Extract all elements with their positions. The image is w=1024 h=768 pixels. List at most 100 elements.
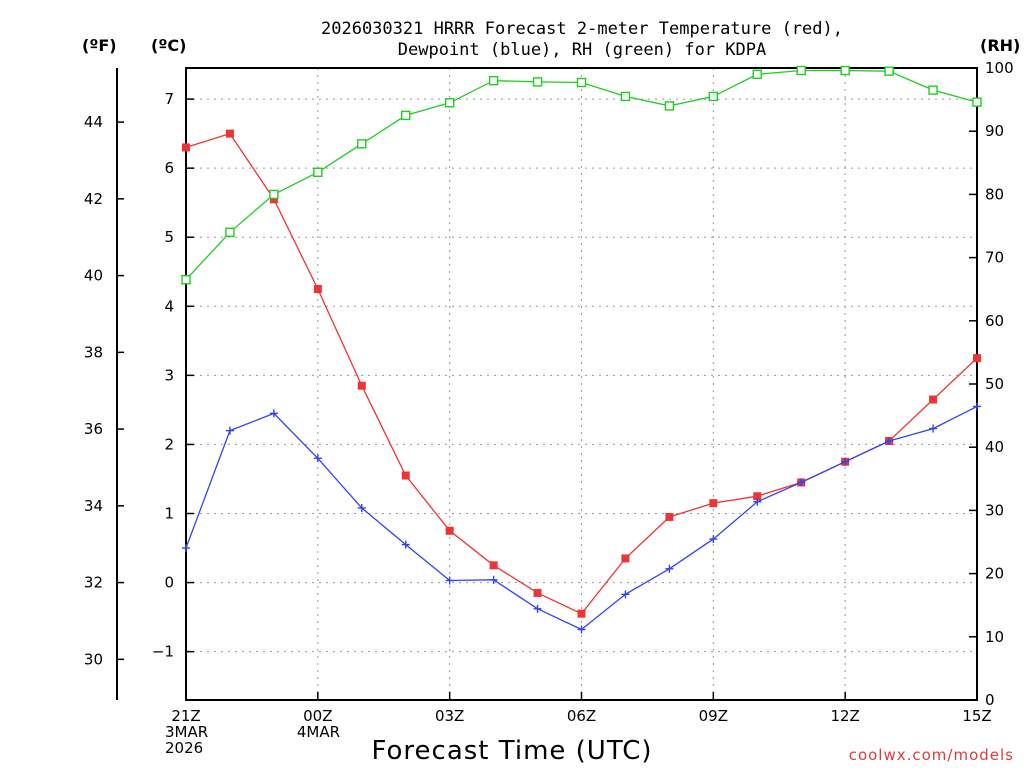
- celsius-tick-label: 7: [164, 90, 174, 108]
- dewpoint-point: [929, 424, 938, 433]
- fahrenheit-tick-label: 36: [84, 420, 103, 438]
- temperature-point: [577, 609, 586, 618]
- rh-point: [664, 101, 675, 111]
- dewpoint-point: [445, 576, 454, 585]
- rh-point: [928, 85, 938, 95]
- data-series: [181, 65, 982, 634]
- temperature-point: [182, 143, 190, 152]
- x-tick-label: 00Z: [303, 707, 332, 725]
- chart-title-line-1: 2026030321 HRRR Forecast 2-meter Tempera…: [321, 19, 843, 39]
- dewpoint-point: [489, 575, 498, 584]
- celsius-unit-label: (ºC): [151, 36, 186, 55]
- dewpoint-point: [797, 478, 806, 487]
- rh-point: [576, 77, 587, 88]
- dewpoint-point: [401, 540, 410, 549]
- dewpoint-point: [577, 625, 586, 634]
- temperature-point: [357, 381, 366, 390]
- x-tick-label: 2026: [165, 739, 203, 757]
- rh-tick-label: 100: [985, 59, 1014, 77]
- credit-label: coolwx.com/models: [849, 746, 1014, 764]
- celsius-tick-label: 1: [164, 505, 174, 523]
- temperature-point: [621, 554, 630, 563]
- series-line-rh: [185, 69, 978, 281]
- temperature-point: [929, 395, 938, 404]
- rh-point: [488, 75, 499, 86]
- x-axis-label: Forecast Time (UTC): [371, 736, 652, 766]
- celsius-tick-label: 0: [164, 574, 174, 592]
- rh-tick-label: 10: [985, 628, 1004, 646]
- dewpoint-point: [973, 402, 981, 411]
- dewpoint-point: [269, 409, 278, 418]
- x-tick-label: 15Z: [962, 707, 991, 725]
- rh-point: [972, 97, 982, 107]
- dewpoint-point: [182, 544, 190, 553]
- dewpoint-point: [621, 590, 630, 599]
- rh-point: [796, 65, 806, 76]
- rh-point: [357, 139, 367, 149]
- x-tick-label: 12Z: [830, 707, 859, 725]
- dewpoint-point: [885, 436, 894, 445]
- celsius-tick-label: 3: [164, 366, 174, 384]
- rh-point: [708, 91, 719, 102]
- rh-tick-label: 40: [985, 438, 1004, 456]
- dewpoint-point: [753, 497, 762, 506]
- fahrenheit-tick-label: 34: [84, 497, 103, 515]
- temperature-point: [313, 285, 322, 294]
- dewpoint-point: [313, 454, 322, 463]
- fahrenheit-tick-label: 30: [84, 650, 103, 668]
- rh-point: [444, 98, 455, 108]
- temperature-point: [445, 526, 454, 535]
- series-line-temperature: [185, 132, 978, 615]
- rh-tick-label: 0: [985, 691, 995, 709]
- rh-tick-label: 90: [985, 122, 1004, 140]
- tick-labels: −101234567303234363840424401020304050607…: [84, 59, 1014, 757]
- rh-point: [840, 65, 850, 76]
- x-tick-label: 06Z: [567, 707, 596, 725]
- axes: [116, 67, 978, 701]
- rh-point: [313, 167, 323, 177]
- rh-point: [225, 227, 235, 238]
- x-tick-label: 21Z: [171, 707, 200, 725]
- celsius-tick-label: −1: [152, 643, 174, 661]
- temperature-point: [269, 195, 278, 204]
- temperature-point: [533, 588, 542, 597]
- celsius-tick-label: 6: [164, 159, 174, 177]
- rh-tick-label: 70: [985, 249, 1004, 267]
- rh-tick-label: 30: [985, 501, 1004, 519]
- temperature-point: [401, 471, 410, 480]
- rh-unit-label: (RH): [980, 36, 1020, 55]
- temperature-point: [489, 561, 498, 570]
- rh-point: [532, 77, 543, 87]
- rh-tick-label: 50: [985, 375, 1004, 393]
- x-tick-label: 03Z: [435, 707, 464, 725]
- grid-lines: [186, 68, 977, 700]
- x-tick-label: 09Z: [699, 707, 728, 725]
- fahrenheit-tick-label: 38: [84, 343, 103, 361]
- rh-tick-label: 80: [985, 185, 1004, 203]
- x-tick-label: 4MAR: [297, 723, 340, 741]
- dewpoint-point: [533, 604, 542, 613]
- fahrenheit-tick-label: 44: [84, 113, 103, 131]
- fahrenheit-tick-label: 40: [84, 267, 103, 285]
- dewpoint-point: [357, 503, 366, 512]
- celsius-tick-label: 4: [164, 297, 174, 315]
- temperature-point: [225, 129, 234, 138]
- temperature-point: [709, 499, 718, 508]
- series-rh: [181, 65, 982, 285]
- fahrenheit-tick-label: 32: [84, 574, 103, 592]
- rh-tick-label: 20: [985, 565, 1004, 583]
- temperature-point: [753, 492, 762, 501]
- series-dewpoint: [182, 402, 981, 634]
- fahrenheit-unit-label: (ºF): [82, 36, 117, 55]
- rh-point: [620, 91, 631, 102]
- celsius-tick-label: 5: [164, 228, 174, 246]
- dewpoint-point: [841, 457, 850, 466]
- rh-point: [752, 69, 762, 80]
- x-tick-label: 3MAR: [165, 723, 208, 741]
- dewpoint-point: [665, 564, 674, 573]
- rh-point: [269, 189, 279, 200]
- rh-tick-label: 60: [985, 312, 1004, 330]
- rh-point: [401, 110, 411, 121]
- temperature-point: [665, 512, 674, 521]
- temperature-point: [973, 354, 981, 363]
